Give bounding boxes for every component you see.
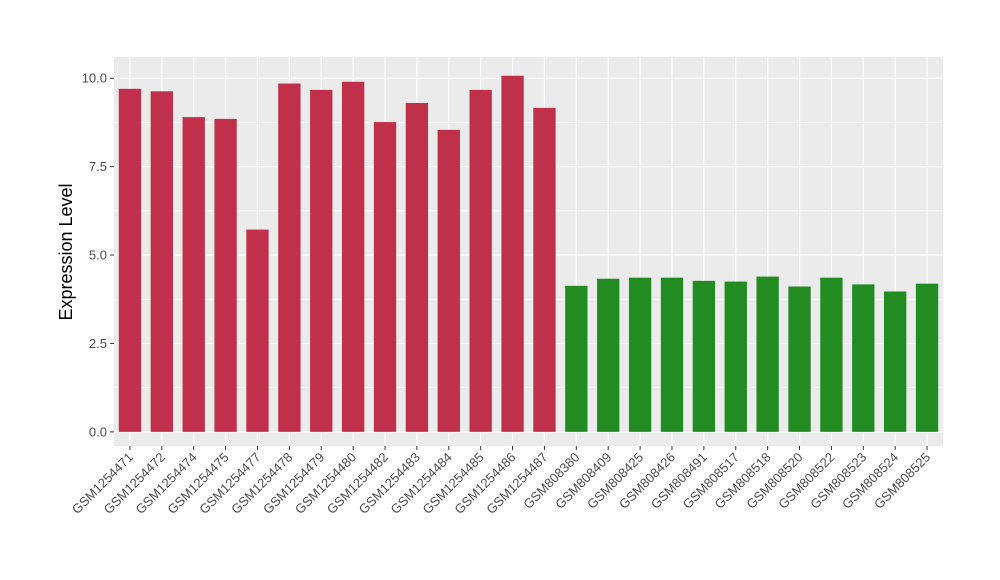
bar: [341, 81, 365, 432]
bar: [660, 277, 684, 432]
bar: [469, 89, 492, 432]
y-tick-label: 0.0: [89, 424, 107, 439]
x-axis: GSM1254471GSM1254472GSM1254474GSM1254475…: [69, 446, 933, 517]
bar: [182, 117, 205, 432]
bar: [820, 277, 843, 432]
bar: [118, 88, 142, 432]
bar: [405, 102, 429, 432]
bar: [597, 278, 620, 432]
bar: [724, 281, 747, 432]
bar: [150, 91, 173, 432]
y-tick-label: 10.0: [82, 71, 107, 86]
bar: [278, 83, 301, 432]
bar: [246, 229, 269, 432]
y-axis-title: Expression Level: [56, 183, 76, 320]
bar: [437, 129, 460, 432]
bar: [756, 276, 779, 432]
bar: [915, 283, 939, 432]
bar: [373, 122, 397, 432]
bar: [533, 107, 556, 432]
bar: [692, 280, 716, 432]
bar: [852, 284, 875, 432]
y-tick-label: 7.5: [89, 159, 107, 174]
y-tick-label: 2.5: [89, 336, 107, 351]
bar: [565, 285, 588, 432]
bar: [214, 118, 237, 432]
bar: [884, 291, 907, 432]
bars: [118, 75, 939, 432]
bar: [310, 89, 333, 432]
bar: [501, 75, 524, 432]
bar: [628, 277, 652, 432]
y-axis: 0.0 2.5 5.0 7.5 10.0: [82, 71, 114, 439]
y-tick-label: 5.0: [89, 248, 107, 263]
bar: [788, 286, 811, 432]
